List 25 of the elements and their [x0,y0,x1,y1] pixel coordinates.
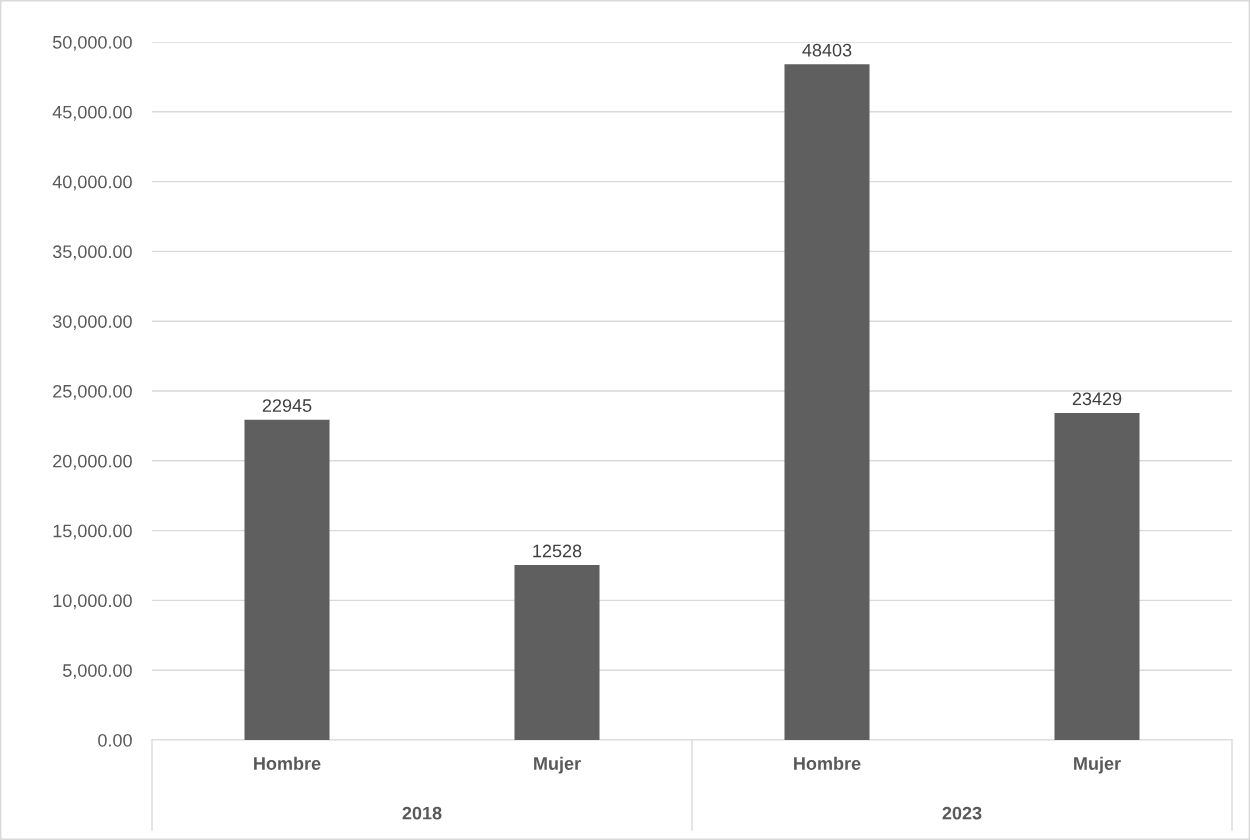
x-tick-label: Mujer [1074,756,1121,774]
y-tick-label: 35,000.00 [52,245,132,261]
x-tick-label: Hombre [794,756,861,770]
text: 2018 [402,806,442,820]
y-tick-label: 50,000.00 [52,35,132,51]
x-tick-label: Hombre [254,756,321,770]
y-tick-label: 5,000.00 [63,664,132,680]
bar [1054,412,1140,740]
data-label: 23429 [1072,392,1122,406]
y-tick-label: 45,000.00 [52,105,132,121]
y-tick-label: 15,000.00 [53,524,132,540]
y-tick-label: 40,000.00 [52,175,132,191]
bar [244,419,330,740]
data-label: 12528 [533,544,582,558]
text: 2023 [942,806,982,820]
x-tick-label: Mujer [534,756,581,774]
y-tick-label: 20,000.00 [53,454,132,470]
y-tick-label: 10,000.00 [53,594,132,610]
y-tick-label: 0.00 [98,733,132,747]
bar [514,565,600,740]
y-tick-label: 25,000.00 [53,384,132,400]
data-label: 48403 [802,43,852,57]
y-tick-label: 30,000.00 [52,315,132,331]
data-label: 22945 [262,399,312,412]
bar [784,64,870,740]
